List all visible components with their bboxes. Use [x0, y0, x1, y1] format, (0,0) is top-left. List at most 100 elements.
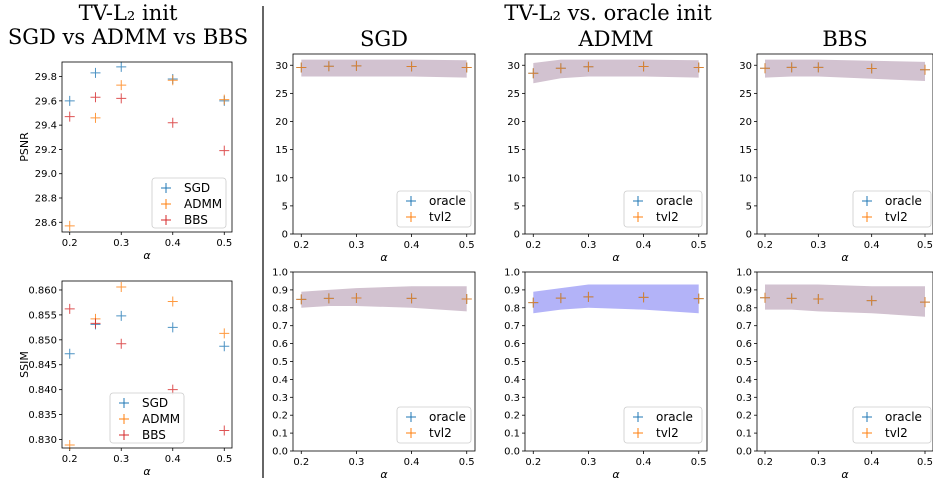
- chart-psnr_bbs: BBS 0 5 10 15 20 25 30 0.2 0.3 0.4 0.5 α oracle tvl2: [739, 27, 933, 264]
- chart-title-psnr_bbs: BBS: [822, 27, 867, 51]
- legend-box: [151, 177, 227, 229]
- data-point-BBS: [219, 425, 230, 436]
- legend: oracle tvl2: [623, 406, 703, 444]
- x-axis-label: α: [380, 468, 388, 481]
- legend-marker-ADMM: [119, 414, 129, 424]
- y-tick-label: 30: [275, 61, 288, 72]
- plot-frame: [292, 53, 476, 235]
- data-point-tvl2: [323, 61, 334, 72]
- x-tick-label: 0.2: [62, 238, 78, 249]
- y-tick-label: 20: [739, 117, 752, 128]
- data-point-tvl2: [461, 62, 472, 73]
- legend-box: [852, 406, 932, 444]
- x-tick-label: 0.3: [113, 238, 129, 249]
- plot-frame: [61, 280, 233, 449]
- data-point-ADMM: [167, 75, 178, 86]
- data-point-ADMM: [90, 112, 101, 123]
- y-tick-label: 0.7: [504, 321, 520, 332]
- y-tick-label: 10: [507, 173, 520, 184]
- data-point-tvl2: [638, 61, 649, 72]
- y-tick-label: 0.830: [28, 435, 57, 446]
- y-tick-label: 15: [507, 145, 520, 156]
- x-axis-label: α: [841, 468, 849, 481]
- y-tick-label: 0.2: [736, 411, 752, 422]
- legend-label-tvl2: tvl2: [656, 426, 679, 440]
- y-tick-label: 0.9: [736, 285, 752, 296]
- left-header-line2: SGD vs ADMM vs BBS: [8, 25, 248, 49]
- confidence-band: [533, 59, 699, 84]
- legend-label-tvl2: tvl2: [656, 210, 679, 224]
- data-point-tvl2: [461, 294, 472, 305]
- legend-label-oracle: oracle: [885, 410, 922, 424]
- legend: SGD ADMM BBS: [109, 392, 185, 444]
- y-tick-label: 25: [275, 89, 288, 100]
- y-tick-label: 0.5: [736, 357, 752, 368]
- y-tick-label: 0.4: [736, 375, 752, 386]
- legend-label-BBS: BBS: [142, 428, 166, 442]
- y-tick-label: 0: [282, 230, 288, 241]
- legend-marker-oracle: [633, 412, 643, 422]
- confidence-band: [765, 59, 925, 81]
- legend-marker-oracle: [406, 412, 416, 422]
- plot-frame: [524, 271, 708, 452]
- x-tick-label: 0.2: [62, 454, 78, 465]
- legend-marker-SGD: [161, 183, 171, 193]
- y-tick-label: 0.8: [272, 303, 288, 314]
- y-tick-label: 29.6: [35, 96, 57, 107]
- y-tick-label: 29.0: [35, 169, 57, 180]
- data-point-tvl2: [296, 62, 307, 73]
- y-tick-label: 0.7: [272, 321, 288, 332]
- x-tick-label: 0.2: [757, 457, 773, 468]
- y-tick-label: 0.5: [272, 357, 288, 368]
- x-tick-label: 0.5: [459, 240, 475, 251]
- x-axis-label: α: [143, 465, 151, 478]
- data-point-BBS: [116, 93, 127, 104]
- data-point-tvl2: [760, 292, 770, 303]
- data-point-BBS: [116, 338, 127, 349]
- data-point-SGD: [116, 61, 127, 72]
- chart-ssim_sgd: 0.0 0.1 0.2 0.3 0.4 0.5 0.6 0.7 0.8 0.9 1.0 0.2 0.3 0…: [272, 268, 476, 481]
- x-tick-label: 0.2: [293, 457, 309, 468]
- data-point-tvl2: [866, 63, 877, 74]
- y-tick-label: 0.2: [272, 411, 288, 422]
- legend: oracle tvl2: [852, 406, 932, 444]
- data-point-SGD: [64, 95, 75, 106]
- legend-marker-tvl2: [862, 428, 872, 438]
- data-point-tvl2: [760, 63, 770, 74]
- x-tick-label: 0.5: [917, 457, 933, 468]
- data-point-tvl2: [583, 291, 594, 302]
- data-point-tvl2: [296, 294, 307, 305]
- left-header-line1: TV-L₂ init: [79, 1, 178, 25]
- legend-marker-tvl2: [633, 212, 643, 222]
- legend: oracle tvl2: [852, 190, 932, 228]
- legend-label-tvl2: tvl2: [429, 426, 452, 440]
- x-axis-label: α: [143, 249, 151, 262]
- y-tick-label: 0.9: [504, 285, 520, 296]
- x-tick-label: 0.5: [691, 457, 707, 468]
- plot-frame: [524, 53, 708, 235]
- y-tick-label: 0.0: [272, 447, 288, 458]
- right-header-line1: TV-L₂ vs. oracle init: [504, 1, 712, 25]
- y-tick-label: 0.860: [28, 285, 57, 296]
- y-tick-label: 0: [746, 230, 752, 241]
- x-tick-label: 0.3: [348, 457, 364, 468]
- legend-label-tvl2: tvl2: [429, 210, 452, 224]
- data-point-tvl2: [528, 297, 539, 308]
- y-axis-label: SSIM: [18, 351, 31, 378]
- y-tick-label: 5: [282, 201, 288, 212]
- y-tick-label: 29.4: [35, 121, 57, 132]
- data-point-SGD: [90, 67, 101, 78]
- legend-marker-tvl2: [862, 212, 872, 222]
- data-point-ADMM: [219, 328, 230, 339]
- legend-marker-oracle: [862, 412, 872, 422]
- legend-label-oracle: oracle: [885, 194, 922, 208]
- x-tick-label: 0.3: [810, 457, 826, 468]
- y-tick-label: 0.1: [504, 429, 520, 440]
- y-tick-label: 0: [514, 230, 520, 241]
- legend-label-tvl2: tvl2: [885, 426, 908, 440]
- legend-box: [396, 190, 472, 228]
- legend-label-ADMM: ADMM: [142, 412, 180, 426]
- legend-label-BBS: BBS: [184, 213, 208, 227]
- data-point-BBS: [90, 318, 101, 329]
